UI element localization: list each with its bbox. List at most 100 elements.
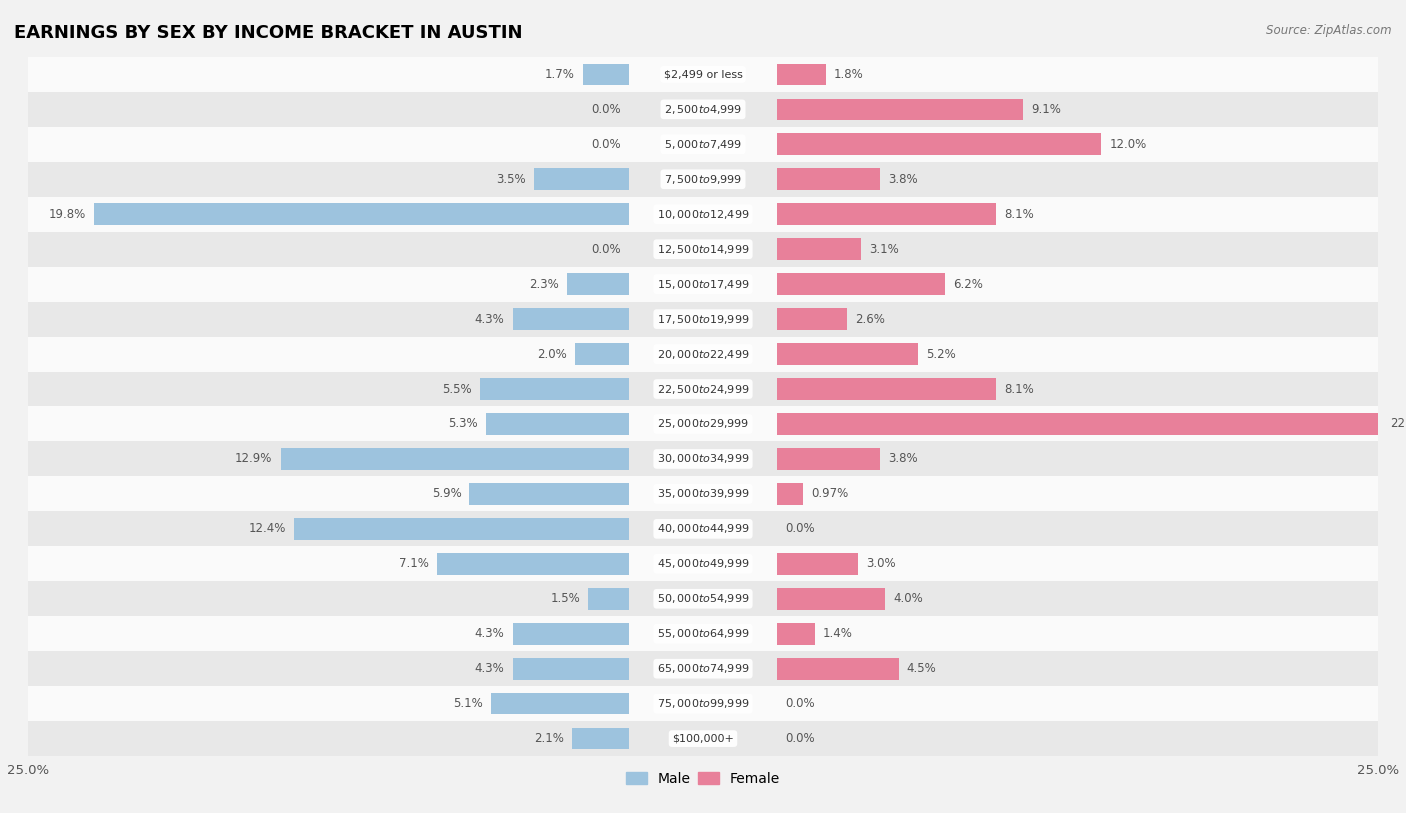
Text: 1.8%: 1.8% [834, 68, 863, 80]
Bar [491, 693, 628, 715]
Bar [572, 728, 628, 750]
Bar [481, 378, 628, 400]
Text: $15,000 to $17,499: $15,000 to $17,499 [657, 278, 749, 290]
Text: $5,000 to $7,499: $5,000 to $7,499 [664, 138, 742, 150]
Bar [28, 302, 1378, 337]
Text: $17,500 to $19,999: $17,500 to $19,999 [657, 313, 749, 325]
Bar [281, 448, 628, 470]
Text: 1.5%: 1.5% [550, 593, 581, 605]
Text: 19.8%: 19.8% [49, 208, 86, 220]
Text: 0.0%: 0.0% [591, 103, 620, 115]
Bar [28, 197, 1378, 232]
Bar [575, 343, 628, 365]
Bar [437, 553, 628, 575]
Bar [534, 168, 628, 190]
Text: 3.1%: 3.1% [869, 243, 898, 255]
Bar [28, 267, 1378, 302]
Text: EARNINGS BY SEX BY INCOME BRACKET IN AUSTIN: EARNINGS BY SEX BY INCOME BRACKET IN AUS… [14, 24, 523, 42]
Bar [778, 98, 1024, 120]
Text: 2.1%: 2.1% [534, 733, 564, 745]
Bar [28, 546, 1378, 581]
Bar [94, 203, 628, 225]
Text: 4.3%: 4.3% [475, 313, 505, 325]
Text: 1.7%: 1.7% [546, 68, 575, 80]
Text: 22.4%: 22.4% [1391, 418, 1406, 430]
Bar [778, 343, 918, 365]
Text: $75,000 to $99,999: $75,000 to $99,999 [657, 698, 749, 710]
Bar [28, 441, 1378, 476]
Text: 2.3%: 2.3% [529, 278, 558, 290]
Text: 3.0%: 3.0% [866, 558, 896, 570]
Text: 5.9%: 5.9% [432, 488, 461, 500]
Bar [28, 127, 1378, 162]
Bar [28, 686, 1378, 721]
Bar [485, 413, 628, 435]
Bar [28, 337, 1378, 372]
Bar [567, 273, 628, 295]
Text: $30,000 to $34,999: $30,000 to $34,999 [657, 453, 749, 465]
Bar [778, 308, 848, 330]
Text: $20,000 to $22,499: $20,000 to $22,499 [657, 348, 749, 360]
Text: 0.0%: 0.0% [591, 138, 620, 150]
Text: $2,499 or less: $2,499 or less [664, 69, 742, 80]
Text: 2.6%: 2.6% [855, 313, 886, 325]
Text: 4.5%: 4.5% [907, 663, 936, 675]
Bar [28, 162, 1378, 197]
Text: 4.3%: 4.3% [475, 663, 505, 675]
Text: $12,500 to $14,999: $12,500 to $14,999 [657, 243, 749, 255]
Bar [28, 372, 1378, 406]
Bar [778, 623, 815, 645]
Text: 6.2%: 6.2% [953, 278, 983, 290]
Bar [28, 476, 1378, 511]
Text: 12.9%: 12.9% [235, 453, 273, 465]
Bar [28, 511, 1378, 546]
Text: $10,000 to $12,499: $10,000 to $12,499 [657, 208, 749, 220]
Bar [778, 448, 880, 470]
Bar [778, 553, 858, 575]
Text: 5.1%: 5.1% [453, 698, 484, 710]
Bar [470, 483, 628, 505]
Bar [28, 57, 1378, 92]
Bar [513, 658, 628, 680]
Text: 8.1%: 8.1% [1004, 383, 1033, 395]
Bar [28, 406, 1378, 441]
Bar [294, 518, 628, 540]
Text: $7,500 to $9,999: $7,500 to $9,999 [664, 173, 742, 185]
Text: 3.8%: 3.8% [889, 173, 918, 185]
Text: $40,000 to $44,999: $40,000 to $44,999 [657, 523, 749, 535]
Text: 5.3%: 5.3% [449, 418, 478, 430]
Bar [778, 588, 886, 610]
Text: $65,000 to $74,999: $65,000 to $74,999 [657, 663, 749, 675]
Text: 5.5%: 5.5% [443, 383, 472, 395]
Text: 0.0%: 0.0% [786, 733, 815, 745]
Text: 9.1%: 9.1% [1031, 103, 1062, 115]
Text: $100,000+: $100,000+ [672, 733, 734, 744]
Bar [513, 308, 628, 330]
Text: 4.0%: 4.0% [893, 593, 924, 605]
Legend: Male, Female: Male, Female [620, 766, 786, 791]
Text: 3.8%: 3.8% [889, 453, 918, 465]
Bar [778, 168, 880, 190]
Text: 0.0%: 0.0% [786, 523, 815, 535]
Text: 2.0%: 2.0% [537, 348, 567, 360]
Bar [28, 581, 1378, 616]
Bar [28, 92, 1378, 127]
Text: $2,500 to $4,999: $2,500 to $4,999 [664, 103, 742, 115]
Bar [778, 63, 825, 85]
Text: $25,000 to $29,999: $25,000 to $29,999 [657, 418, 749, 430]
Bar [778, 658, 898, 680]
Text: 8.1%: 8.1% [1004, 208, 1033, 220]
Bar [778, 413, 1382, 435]
Bar [513, 623, 628, 645]
Text: 4.3%: 4.3% [475, 628, 505, 640]
Text: 7.1%: 7.1% [399, 558, 429, 570]
Text: $35,000 to $39,999: $35,000 to $39,999 [657, 488, 749, 500]
Text: 5.2%: 5.2% [925, 348, 956, 360]
Text: $50,000 to $54,999: $50,000 to $54,999 [657, 593, 749, 605]
Text: 3.5%: 3.5% [496, 173, 526, 185]
Bar [778, 238, 860, 260]
Text: 0.0%: 0.0% [591, 243, 620, 255]
Bar [778, 483, 803, 505]
Text: Source: ZipAtlas.com: Source: ZipAtlas.com [1267, 24, 1392, 37]
Text: 12.0%: 12.0% [1109, 138, 1146, 150]
